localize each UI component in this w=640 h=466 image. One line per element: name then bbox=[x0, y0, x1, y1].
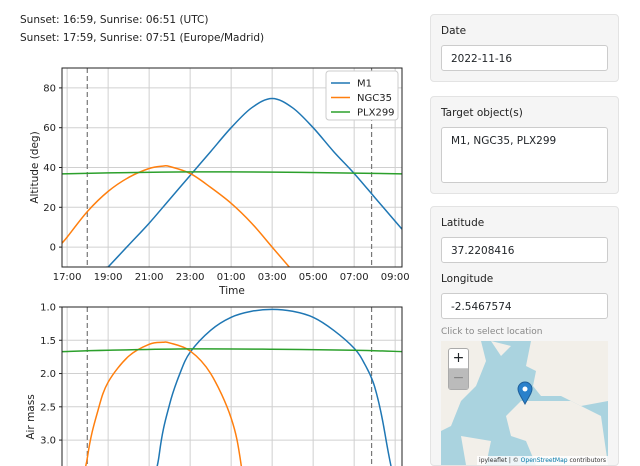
y-tick-label: 40 bbox=[43, 163, 56, 174]
zoom-out-button[interactable]: − bbox=[449, 369, 468, 389]
map-hint: Click to select location bbox=[441, 327, 543, 337]
map-pin-icon[interactable] bbox=[517, 381, 533, 405]
latitude-input[interactable]: 37.2208416 bbox=[441, 237, 608, 263]
x-tick-label: 09:00 bbox=[381, 272, 410, 283]
plots: 17:00 19:00 21:00 23:00 01:00 03:00 05:00 07:00… bbox=[25, 67, 410, 466]
y-axis-label: Air mass bbox=[25, 394, 37, 439]
legend-label: PLX299 bbox=[357, 108, 395, 119]
y-tick-label: 2.0 bbox=[40, 369, 56, 380]
series-line-ngc35 bbox=[62, 164, 292, 267]
x-tick-label: 23:00 bbox=[176, 272, 205, 283]
plot-frame bbox=[61, 67, 403, 268]
attribution-prefix: ipyleaflet | © bbox=[479, 457, 521, 464]
y-tick-label: 20 bbox=[43, 203, 56, 214]
plot-frame bbox=[61, 306, 403, 466]
date-card: Date 2022-11-16 bbox=[430, 14, 619, 82]
location-card: Latitude 37.2208416 Longitude -2.5467574… bbox=[430, 206, 619, 466]
sun-times-local: Sunset: 17:59, Sunrise: 07:51 (Europe/Ma… bbox=[20, 32, 265, 44]
attribution-suffix: contributors bbox=[567, 457, 607, 464]
targets-card: Target object(s) M1, NGC35, PLX299 bbox=[430, 96, 619, 194]
y-tick-label: 0 bbox=[50, 243, 56, 254]
osm-link[interactable]: OpenStreetMap bbox=[520, 457, 568, 464]
y-tick-label: 1.0 bbox=[40, 303, 56, 314]
zoom-in-button[interactable]: + bbox=[449, 349, 468, 369]
latitude-label: Latitude bbox=[441, 217, 485, 229]
targets-label: Target object(s) bbox=[441, 107, 523, 119]
x-axis-label: Time bbox=[218, 285, 245, 297]
series-line-m1 bbox=[99, 97, 402, 267]
y-tick-label: 1.5 bbox=[40, 336, 56, 347]
y-axis-label: Altitude (deg) bbox=[29, 131, 41, 203]
sun-times-utc: Sunset: 16:59, Sunrise: 06:51 (UTC) bbox=[20, 14, 209, 26]
y-tick-label: 3.0 bbox=[40, 436, 56, 447]
y-tick-label: 80 bbox=[43, 83, 56, 94]
longitude-label: Longitude bbox=[441, 273, 494, 285]
series-line-m1 bbox=[156, 308, 392, 466]
x-tick-label: 17:00 bbox=[53, 272, 82, 283]
legend-label: M1 bbox=[357, 79, 372, 90]
longitude-input[interactable]: -2.5467574 bbox=[441, 293, 608, 319]
y-tick-label: 60 bbox=[43, 123, 56, 134]
y-tick-label: 2.5 bbox=[40, 402, 56, 413]
location-map[interactable]: + − ipyleaflet | © OpenStreetMap contrib… bbox=[441, 341, 608, 465]
x-tick-label: 19:00 bbox=[94, 272, 123, 283]
targets-textarea[interactable]: M1, NGC35, PLX299 bbox=[441, 127, 608, 183]
x-tick-label: 21:00 bbox=[135, 272, 164, 283]
x-tick-label: 05:00 bbox=[299, 272, 328, 283]
date-label: Date bbox=[441, 25, 467, 37]
legend: M1 NGC35 PLX299 bbox=[325, 70, 399, 121]
map-zoom-control: + − bbox=[448, 348, 469, 390]
map-attribution: ipyleaflet | © OpenStreetMap contributor… bbox=[477, 456, 608, 465]
legend-label: NGC35 bbox=[357, 93, 392, 104]
series-line-ngc35 bbox=[84, 341, 243, 466]
x-tick-label: 07:00 bbox=[340, 272, 369, 283]
series-line-plx299 bbox=[62, 348, 402, 353]
date-input[interactable]: 2022-11-16 bbox=[441, 45, 608, 71]
series-line-plx299 bbox=[62, 171, 402, 175]
x-tick-label: 03:00 bbox=[258, 272, 287, 283]
x-tick-label: 01:00 bbox=[217, 272, 246, 283]
